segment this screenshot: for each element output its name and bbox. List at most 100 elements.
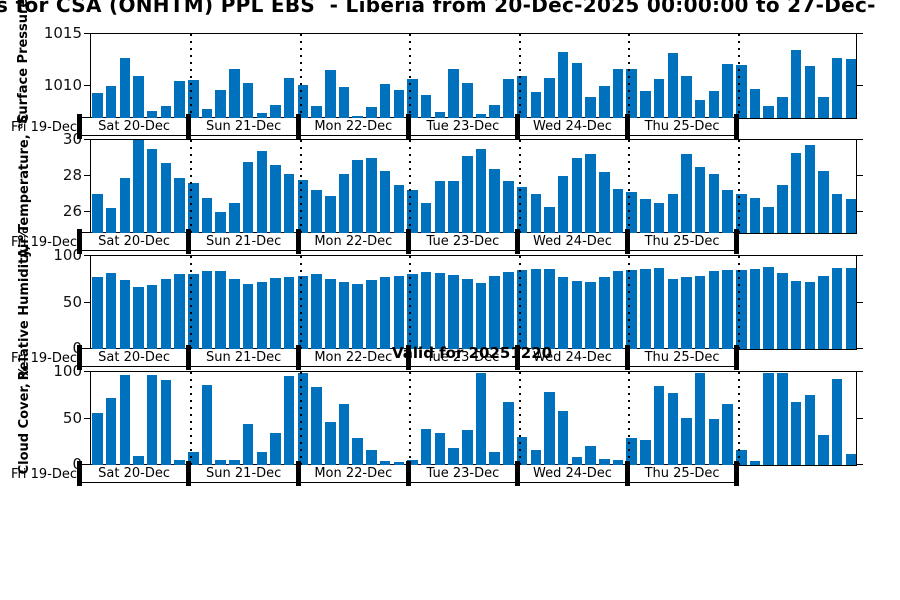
cloud-cover-bar [818,435,829,465]
air-temperature-bar [352,159,363,233]
day-boundary-tick [186,114,192,139]
surface-pressure-bar [640,91,651,118]
surface-pressure-bar [146,110,158,118]
surface-pressure-bar [393,90,405,118]
surface-pressure-bar [119,57,131,118]
xtick-day-cell: Wed 24-Dec [517,117,628,136]
relative-humidity-bar [503,271,514,349]
surface-pressure-bar [612,69,624,118]
relative-humidity-bar [407,273,418,349]
surface-pressure-bar [311,105,322,118]
surface-pressure-bar [585,97,596,118]
day-boundary-tick [624,461,630,486]
surface-pressure-bar [297,84,309,118]
air-temperature-bar [681,154,692,233]
surface-pressure-bar [845,58,856,118]
surface-pressure-bar [270,104,281,118]
relative-humidity-bar [160,279,172,349]
surface-pressure-bar [475,113,487,118]
surface-pressure-bar [283,77,295,118]
cloud-cover-bar [420,428,432,465]
day-boundary-tick [76,345,82,370]
day-boundary-tick [405,114,411,139]
cloud-cover-bar [407,460,418,465]
xtick-day-cell: Tue 23-Dec [408,117,518,136]
surface-pressure-bar [818,97,829,118]
day-boundary-dotted-line [518,140,521,233]
relative-humidity-bar [571,281,583,349]
day-boundary-tick [186,461,192,486]
cloud-cover-bar [379,461,391,465]
cloud-cover-bar [585,445,596,465]
relative-humidity-bar [366,280,377,349]
surface-pressure-bar [201,108,213,118]
air-temperature-bar [160,163,172,233]
air-temperature-bar [790,152,802,233]
cloud-cover-bar [571,456,583,465]
relative-humidity-bar [297,275,309,349]
relative-humidity-ytick-label: 100 [53,246,82,264]
xtick-day-cell: Wed 24-Dec [517,232,628,251]
relative-humidity-bar [612,270,624,349]
chart-title: s for CSA (ONHTM) PPL EBS - Liberia from… [0,0,876,17]
ytick-mark-right [857,371,863,372]
day-boundary-dotted-line [737,34,740,118]
day-boundary-tick [624,114,630,139]
xtick-day-cell: Wed 24-Dec [517,348,628,367]
air-temperature-bar [229,203,240,233]
xtick-day-cell: Tue 23-Dec [408,348,518,367]
air-temperature-bar [653,203,665,233]
xtick-day-cell: Thu 25-Dec [627,117,737,136]
cloud-cover-axis-label: Cloud Cover, % [17,365,32,475]
day-boundary-dotted-line [628,256,631,349]
air-temperature-ytick-label: 30 [62,130,82,148]
cloud-cover-bar [256,452,268,465]
cloud-cover-bar [667,393,679,465]
surface-pressure-bar [530,92,542,118]
day-boundary-tick [186,345,192,370]
air-temperature-bar [325,195,336,233]
cloud-cover-bar [297,372,309,465]
day-boundary-dotted-line [628,140,631,233]
ytick-mark-left [84,33,90,34]
relative-humidity-bar [489,275,500,349]
relative-humidity-bar [557,277,569,349]
relative-humidity-ytick-label: 50 [62,292,82,311]
cloud-cover-bar [749,461,761,465]
surface-pressure-bar [599,85,610,118]
relative-humidity-bar [105,272,117,349]
surface-pressure-bar [448,69,459,118]
day-boundary-dotted-line [299,140,302,233]
surface-pressure-bar [722,64,733,118]
cloud-cover-bar [229,460,240,465]
xtick-day-cell: Sun 21-Dec [188,348,299,367]
day-boundary-tick [296,114,301,139]
day-boundary-dotted-line [189,372,192,465]
cloud-cover-bar [352,438,363,465]
air-temperature-bar [640,199,651,233]
air-temperature-bar [338,174,350,233]
day-boundary-tick [624,345,630,370]
cloud-cover-bar [831,378,843,465]
day-boundary-dotted-line [409,140,412,233]
relative-humidity-bar [736,270,747,349]
cloud-cover-bar [325,422,336,465]
surface-pressure-bar [407,78,418,118]
air-temperature-bar [708,174,720,233]
air-temperature-bar [530,194,542,233]
relative-humidity-bar [777,272,788,349]
ytick-mark-right [857,301,863,303]
cloud-cover-bar [708,418,720,465]
valid-for-annotation: Valid for 20251220 [392,344,553,362]
air-temperature-bar [201,197,213,233]
ytick-mark-left [84,175,90,176]
cloud-cover-bar [462,429,473,465]
cloud-cover-bar [92,412,103,465]
relative-humidity-bar [804,282,816,349]
surface-pressure-bar [160,105,172,118]
relative-humidity-bar [352,283,363,349]
air-temperature-bar [557,176,569,233]
ytick-mark-right [857,139,863,140]
surface-pressure-bar [462,82,473,118]
surface-pressure-bar [242,82,254,118]
